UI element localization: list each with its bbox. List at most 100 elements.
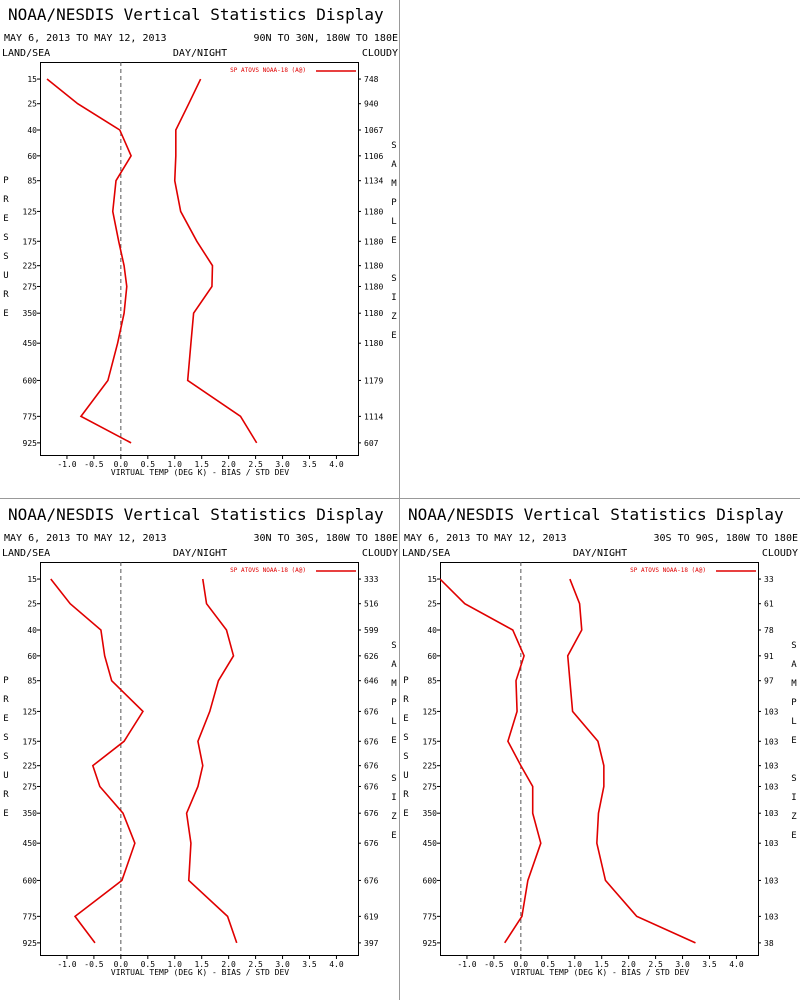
y-tick-label: 175 — [423, 737, 438, 746]
sample-size-label: 103 — [764, 737, 779, 746]
y-tick-label: 60 — [27, 152, 37, 161]
y-tick-label: 350 — [423, 809, 438, 818]
region: 30S TO 90S, 180W TO 180E — [654, 533, 799, 544]
date-range: MAY 6, 2013 TO MAY 12, 2013 — [404, 533, 567, 544]
y-tick-label: 125 — [423, 707, 438, 716]
x-tick-label: 2.0 — [621, 960, 636, 969]
x-tick-label: 3.0 — [275, 960, 290, 969]
sample-size-label: 1180 — [364, 262, 383, 271]
region: 30N TO 30S, 180W TO 180E — [254, 533, 399, 544]
y-axis-label: PRESSURE — [401, 676, 411, 828]
day-night: DAY/NIGHT — [173, 548, 227, 559]
y-tick-label: 225 — [23, 762, 38, 771]
y2-axis-label: SAMPLE SIZE — [389, 641, 399, 850]
chart-panel: NOAA/NESDIS Vertical Statistics Display M… — [1, 5, 399, 477]
chart-title: NOAA/NESDIS Vertical Statistics Display — [8, 5, 384, 24]
land-sea: LAND/SEA — [2, 48, 50, 59]
x-tick-label: 4.0 — [329, 960, 344, 969]
x-tick-label: 0.5 — [141, 460, 156, 469]
y-tick-label: 15 — [27, 575, 37, 584]
sample-size-label: 103 — [764, 707, 779, 716]
y-tick-label: 175 — [23, 237, 38, 246]
sample-size-label: 599 — [364, 626, 379, 635]
sample-size-label: 626 — [364, 652, 379, 661]
sample-size-label: 1180 — [364, 282, 383, 291]
x-tick-label: 3.5 — [302, 960, 317, 969]
y-tick-label: 125 — [23, 707, 38, 716]
y-tick-label: 15 — [427, 575, 437, 584]
x-axis-label: VIRTUAL TEMP (DEG K) - BIAS / STD DEV — [511, 968, 689, 977]
y-tick-label: 450 — [23, 339, 38, 348]
y-tick-label: 600 — [23, 376, 38, 385]
y-axis-label: PRESSURE — [1, 176, 11, 328]
std-dev-line — [566, 578, 696, 944]
y-tick-label: 175 — [23, 737, 38, 746]
sample-size-label: 397 — [364, 939, 379, 948]
chart-panel: NOAA/NESDIS Vertical Statistics Display M… — [401, 505, 799, 977]
sample-size-label: 78 — [764, 626, 774, 635]
sample-size-label: 676 — [364, 737, 379, 746]
sample-size-label: 676 — [364, 839, 379, 848]
y-tick-label: 275 — [423, 782, 438, 791]
x-tick-label: 4.0 — [329, 460, 344, 469]
sample-size-label: 91 — [764, 652, 774, 661]
y-tick-label: 775 — [23, 412, 38, 421]
x-tick-label: 0.0 — [114, 460, 129, 469]
sample-size-label: 103 — [764, 782, 779, 791]
x-tick-label: -0.5 — [84, 960, 103, 969]
sample-size-label: 61 — [764, 600, 774, 609]
land-sea: LAND/SEA — [2, 548, 50, 559]
x-tick-label: 2.5 — [648, 960, 663, 969]
sample-size-label: 676 — [364, 809, 379, 818]
sample-size-label: 1134 — [364, 177, 383, 186]
y-tick-label: 450 — [23, 839, 38, 848]
x-tick-label: 2.5 — [248, 960, 263, 969]
date-range: MAY 6, 2013 TO MAY 12, 2013 — [4, 33, 167, 44]
sample-size-label: 1179 — [364, 376, 383, 385]
x-tick-label: 2.0 — [221, 460, 236, 469]
x-tick-label: -1.0 — [57, 460, 76, 469]
y-tick-label: 925 — [23, 939, 38, 948]
chart-title: NOAA/NESDIS Vertical Statistics Display — [408, 505, 784, 524]
sample-size-label: 1180 — [364, 237, 383, 246]
y2-axis-label: SAMPLE SIZE — [389, 141, 399, 350]
x-tick-label: 2.0 — [221, 960, 236, 969]
sample-size-label: 103 — [764, 839, 779, 848]
plot-frame — [40, 62, 359, 456]
sample-size-label: 103 — [764, 912, 779, 921]
y-tick-label: 25 — [27, 100, 37, 109]
sample-size-label: 516 — [364, 600, 379, 609]
region: 90N TO 30N, 180W TO 180E — [254, 33, 399, 44]
sample-size-label: 676 — [364, 762, 379, 771]
x-tick-label: 3.5 — [702, 960, 717, 969]
bias-line — [440, 578, 542, 944]
sample-size-label: 676 — [364, 707, 379, 716]
y-tick-label: 60 — [27, 652, 37, 661]
sample-size-label: 619 — [364, 912, 379, 921]
date-range: MAY 6, 2013 TO MAY 12, 2013 — [4, 533, 167, 544]
day-night: DAY/NIGHT — [173, 48, 227, 59]
y2-axis-label: SAMPLE SIZE — [789, 641, 799, 850]
y-tick-label: 925 — [423, 939, 438, 948]
x-tick-label: 1.5 — [194, 460, 209, 469]
y-tick-label: 15 — [27, 75, 37, 84]
y-tick-label: 275 — [23, 782, 38, 791]
sample-size-label: 607 — [364, 439, 379, 448]
x-tick-label: -0.5 — [484, 960, 503, 969]
std-dev-line — [185, 578, 238, 944]
x-tick-label: 2.5 — [248, 460, 263, 469]
y-tick-label: 600 — [423, 876, 438, 885]
y-tick-label: 225 — [23, 262, 38, 271]
sample-size-label: 646 — [364, 677, 379, 686]
y-tick-label: 85 — [427, 677, 437, 686]
x-tick-label: 1.0 — [568, 960, 583, 969]
y-tick-label: 925 — [23, 439, 38, 448]
sample-size-label: 38 — [764, 939, 774, 948]
legend-label: SP ATOVS NOAA-18 (A@) — [230, 567, 306, 574]
x-tick-label: 1.5 — [194, 960, 209, 969]
y-tick-label: 25 — [427, 600, 437, 609]
plot-frame — [440, 562, 759, 956]
y-tick-label: 85 — [27, 677, 37, 686]
y-tick-label: 600 — [23, 876, 38, 885]
x-tick-label: 0.5 — [541, 960, 556, 969]
